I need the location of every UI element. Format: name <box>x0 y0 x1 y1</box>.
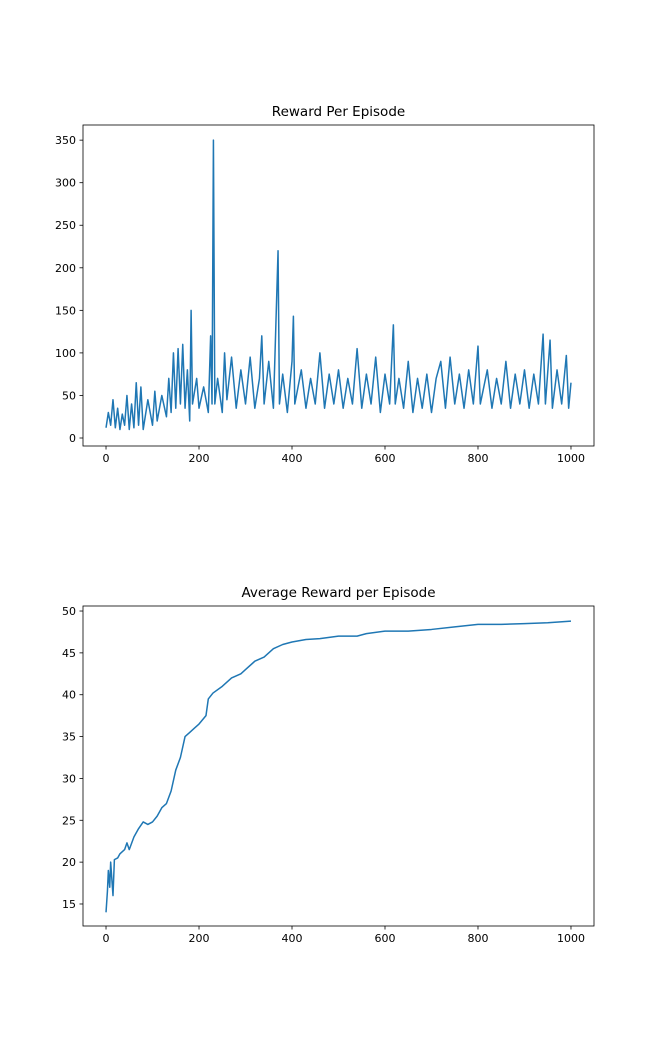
data-line <box>105 620 572 913</box>
y-tick-label: 25 <box>62 814 76 827</box>
y-tick-label: 300 <box>55 177 76 190</box>
x-tick-label: 400 <box>282 932 303 945</box>
y-tick-label: 50 <box>62 605 76 618</box>
x-tick-label: 400 <box>282 452 303 465</box>
y-tick-label: 50 <box>62 389 76 402</box>
x-tick-label: 200 <box>189 932 210 945</box>
axes-frame <box>82 605 595 927</box>
y-tick-label: 350 <box>55 134 76 147</box>
chart-title: Reward Per Episode <box>272 104 405 120</box>
y-tick-label: 0 <box>69 432 76 445</box>
axes-frame <box>82 124 595 447</box>
x-tick-label: 600 <box>374 932 395 945</box>
y-tick-label: 45 <box>62 647 76 660</box>
x-tick-label: 1000 <box>557 452 585 465</box>
x-tick-label: 600 <box>374 452 395 465</box>
y-tick-label: 15 <box>62 898 76 911</box>
y-tick-label: 40 <box>62 689 76 702</box>
y-tick-label: 35 <box>62 731 76 744</box>
y-tick-label: 100 <box>55 347 76 360</box>
x-tick-label: 800 <box>467 932 488 945</box>
y-tick-label: 150 <box>55 304 76 317</box>
data-line <box>105 139 572 431</box>
x-tick-label: 200 <box>189 452 210 465</box>
x-tick-label: 0 <box>103 932 110 945</box>
y-tick-label: 200 <box>55 262 76 275</box>
y-tick-label: 20 <box>62 856 76 869</box>
chart-title: Average Reward per Episode <box>241 585 435 601</box>
x-tick-label: 0 <box>103 452 110 465</box>
y-tick-label: 250 <box>55 219 76 232</box>
x-tick-label: 800 <box>467 452 488 465</box>
x-tick-label: 1000 <box>557 932 585 945</box>
y-tick-label: 30 <box>62 772 76 785</box>
